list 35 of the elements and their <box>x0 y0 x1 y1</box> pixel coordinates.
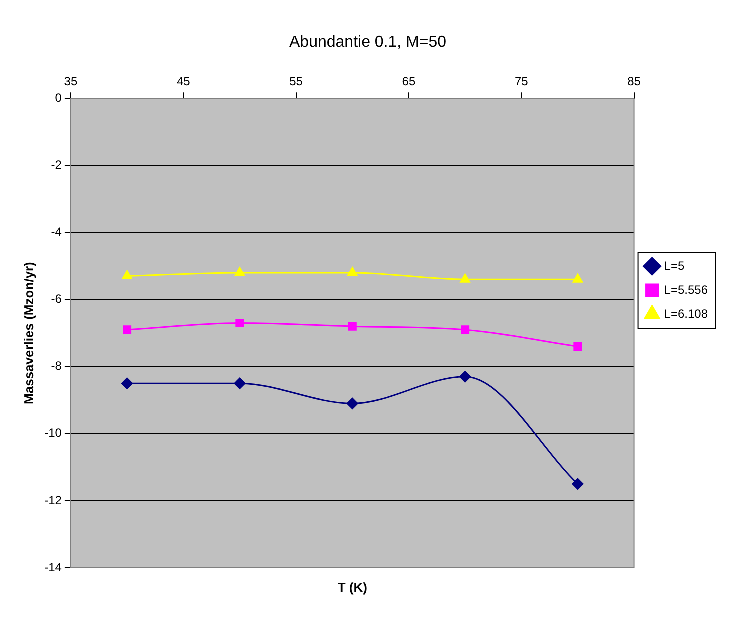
point <box>572 274 584 283</box>
legend-label: L=6.108 <box>664 306 708 321</box>
point <box>460 274 470 283</box>
x-axis-title: T (K) <box>338 580 368 596</box>
x-tick-label: 85 <box>628 74 642 89</box>
y-tick-label: -12 <box>44 493 62 508</box>
x-tick-label: 45 <box>176 74 191 89</box>
x-tick-label: 65 <box>402 74 416 89</box>
point <box>461 326 470 334</box>
point <box>346 398 358 410</box>
y-tick-label: -14 <box>44 560 62 574</box>
y-tick-label: -10 <box>44 426 62 440</box>
y-tick-label: -8 <box>51 359 62 374</box>
point <box>348 322 357 331</box>
legend-label: L=5 <box>664 258 685 273</box>
point <box>122 326 132 334</box>
point <box>348 267 358 276</box>
point <box>574 342 582 351</box>
point <box>572 478 584 490</box>
point <box>122 270 132 280</box>
y-tick-label: 0 <box>55 90 62 105</box>
chart-title: Abundantie 0.1, M=50 <box>289 34 447 52</box>
point <box>236 318 244 328</box>
x-tick-label: 75 <box>514 74 529 89</box>
y-tick-label: -6 <box>51 292 62 306</box>
point <box>234 267 246 276</box>
y-axis-title: Massaverlies (Mzon/yr) <box>21 262 36 404</box>
y-tick-label: -2 <box>51 158 62 172</box>
point <box>460 371 472 383</box>
point <box>234 378 246 390</box>
x-tick-label: 35 <box>64 74 78 89</box>
legend-label: L=5.556 <box>664 282 708 297</box>
x-tick-label: 55 <box>290 74 304 89</box>
point <box>122 378 134 390</box>
y-tick-label: -4 <box>51 225 62 240</box>
